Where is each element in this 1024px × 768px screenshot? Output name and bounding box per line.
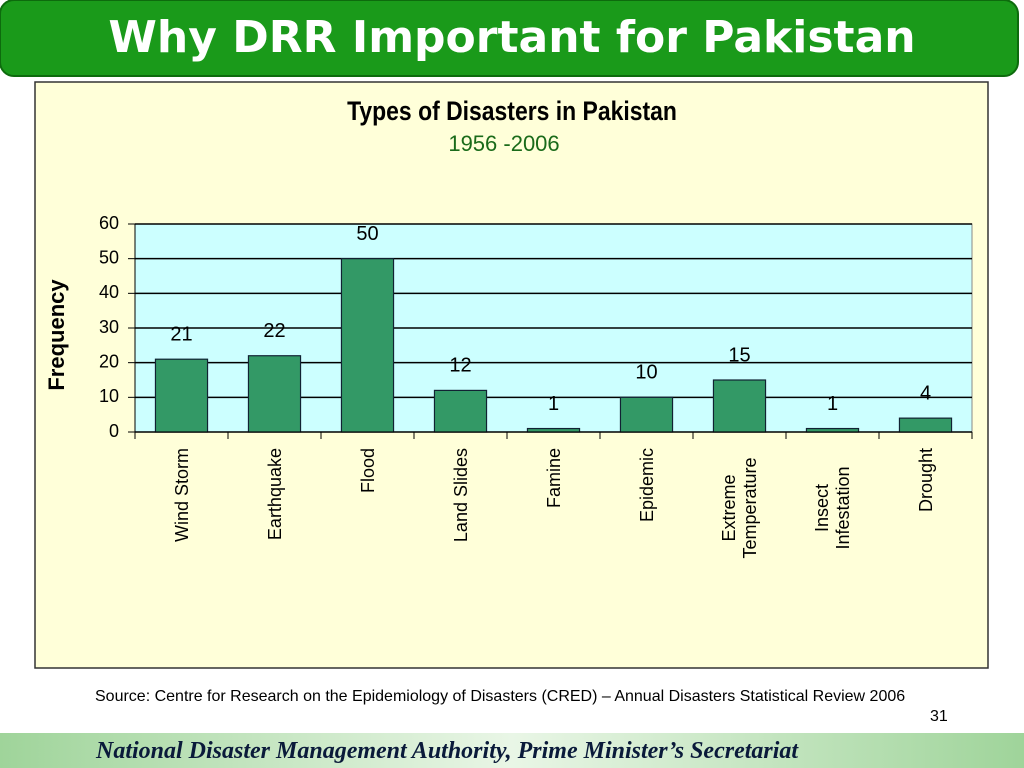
x-tick-text: Wind Storm bbox=[171, 448, 191, 543]
chart-title: Types of Disasters in Pakistan bbox=[347, 96, 677, 126]
bar bbox=[619, 396, 674, 433]
x-tick-text: Insect Infestation bbox=[811, 466, 853, 550]
x-tick-label: Famine bbox=[526, 448, 582, 598]
x-tick-text: Famine bbox=[543, 448, 563, 509]
data-label: 1 bbox=[548, 393, 559, 415]
data-label: 22 bbox=[263, 320, 285, 342]
bar bbox=[805, 427, 860, 433]
footer-bar bbox=[0, 733, 1024, 768]
data-label: 21 bbox=[170, 323, 192, 345]
x-tick-text: Earthquake bbox=[264, 448, 284, 541]
data-label: 12 bbox=[449, 355, 471, 377]
bar bbox=[526, 427, 581, 433]
y-tick-label: 10 bbox=[99, 386, 119, 406]
x-tick-text: Extreme Temperature bbox=[718, 457, 760, 559]
data-label: 4 bbox=[920, 382, 931, 404]
x-tick-text: Land Slides bbox=[450, 448, 470, 543]
y-tick-label: 0 bbox=[109, 421, 119, 441]
data-label: 50 bbox=[356, 223, 378, 245]
x-tick-text: Flood bbox=[357, 448, 377, 494]
y-tick-label: 30 bbox=[99, 317, 119, 337]
x-tick-label: Earthquake bbox=[247, 448, 303, 598]
bar bbox=[712, 379, 767, 433]
bar bbox=[433, 389, 488, 433]
data-label: 10 bbox=[635, 362, 657, 384]
header-bar bbox=[0, 0, 1019, 77]
data-label: 1 bbox=[827, 393, 838, 415]
bar bbox=[154, 358, 209, 433]
page-number: 31 bbox=[930, 708, 948, 725]
y-tick-label: 60 bbox=[99, 213, 119, 233]
chart-subtitle: 1956 -2006 bbox=[448, 131, 559, 156]
y-tick-label: 20 bbox=[99, 351, 119, 371]
x-tick-label: Wind Storm bbox=[154, 448, 210, 598]
y-tick-label: 40 bbox=[99, 282, 119, 302]
x-tick-label: Insect Infestation bbox=[805, 448, 861, 598]
x-tick-label: Flood bbox=[340, 448, 396, 598]
bar bbox=[247, 355, 302, 433]
x-tick-label: Land Slides bbox=[433, 448, 489, 598]
footer-text: National Disaster Management Authority, … bbox=[96, 738, 799, 764]
x-tick-label: Epidemic bbox=[619, 448, 675, 598]
y-axis-label: Frequency bbox=[44, 279, 69, 391]
source-note: Source: Centre for Research on the Epide… bbox=[95, 688, 906, 705]
x-tick-text: Drought bbox=[915, 448, 935, 513]
bar bbox=[340, 258, 395, 433]
data-label: 15 bbox=[728, 344, 750, 366]
bar bbox=[898, 417, 953, 433]
x-tick-text: Epidemic bbox=[636, 448, 656, 523]
x-tick-label: Extreme Temperature bbox=[712, 448, 768, 598]
x-tick-label: Drought bbox=[898, 448, 954, 598]
slide-title: Why DRR Important for Pakistan bbox=[108, 12, 915, 63]
y-tick-label: 50 bbox=[99, 247, 119, 267]
